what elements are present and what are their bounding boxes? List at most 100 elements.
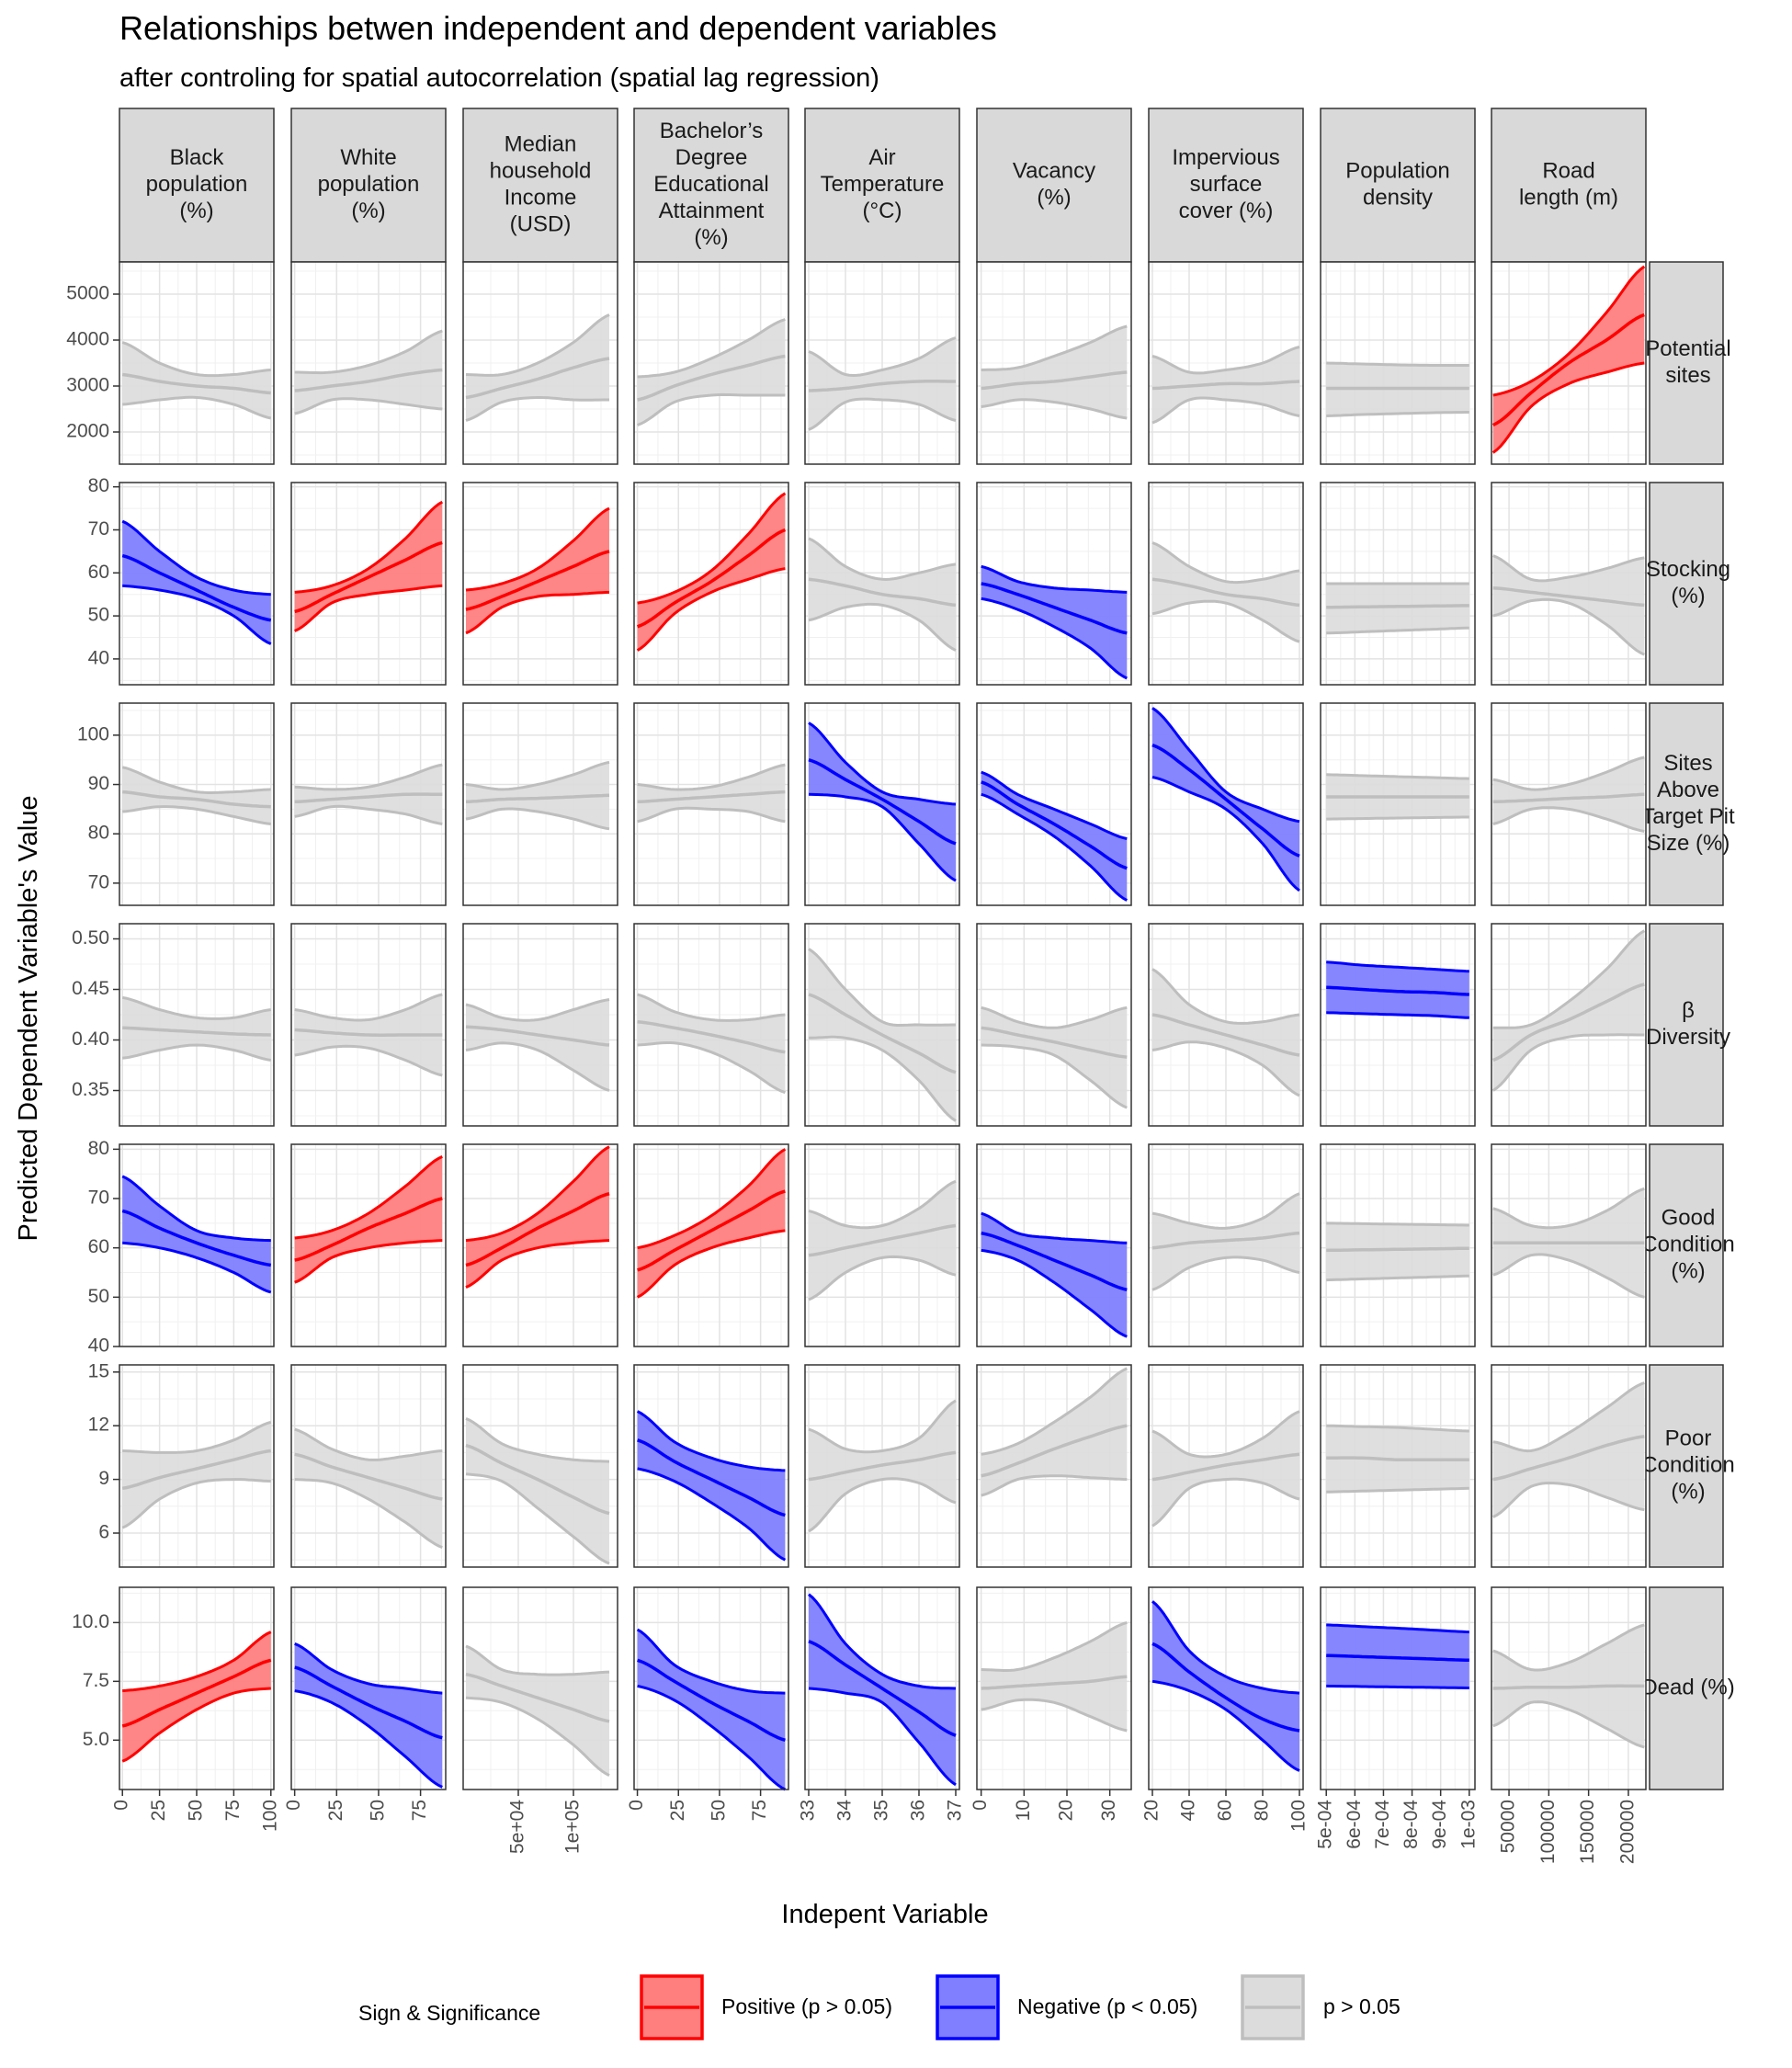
- panel: [1320, 261, 1476, 465]
- panel: [290, 702, 447, 906]
- confidence-ribbon: [981, 326, 1128, 418]
- confidence-ribbon: [637, 994, 786, 1093]
- lower-bound-line: [465, 1472, 610, 1565]
- panel: [1148, 1586, 1304, 1790]
- lower-bound-line: [637, 806, 786, 824]
- fit-line: [981, 582, 1128, 635]
- lower-bound-line: [981, 1248, 1128, 1338]
- panel: [290, 482, 447, 686]
- column-strip-label: Temperature: [821, 172, 945, 197]
- panel: [976, 482, 1132, 686]
- x-tick-label: 5e-04: [1315, 1800, 1336, 1849]
- y-tick-label: 90: [88, 773, 109, 794]
- column-strip-label: household: [490, 158, 592, 183]
- lower-bound-line: [637, 1467, 787, 1562]
- panel: [804, 1364, 960, 1568]
- upper-bound-line: [637, 1148, 787, 1250]
- panel: [804, 923, 960, 1127]
- legend-item-neg: Negative (p < 0.05): [936, 1974, 1197, 2040]
- panel-grid: Blackpopulation(%)Whitepopulation(%)Medi…: [66, 108, 1735, 1864]
- confidence-ribbon: [122, 767, 271, 824]
- y-tick-label: 15: [88, 1360, 109, 1381]
- lower-bound-line: [808, 1687, 957, 1787]
- lower-bound-line: [465, 1239, 610, 1289]
- panel: [804, 1143, 960, 1347]
- fit-line: [294, 1028, 443, 1037]
- fit-line: [637, 354, 786, 402]
- upper-bound-line: [1326, 361, 1469, 367]
- panel: [633, 482, 789, 686]
- fit-line: [637, 1189, 786, 1272]
- fit-line: [465, 1025, 610, 1047]
- upper-bound-line: [1492, 265, 1646, 397]
- upper-bound-line: [1151, 1600, 1300, 1695]
- panel: [290, 923, 447, 1127]
- fit-line: [1326, 1246, 1469, 1253]
- lower-bound-line: [808, 602, 957, 652]
- lower-bound-line: [465, 396, 609, 422]
- confidence-ribbon: [981, 1007, 1128, 1108]
- panel: [290, 261, 447, 465]
- row-strip-label: Good: [1662, 1205, 1716, 1230]
- x-tick-label: 80: [1252, 1800, 1273, 1821]
- fit-line: [294, 368, 443, 392]
- panel: [976, 1586, 1132, 1790]
- upper-bound-line: [981, 1211, 1128, 1244]
- upper-bound-line: [1151, 346, 1300, 375]
- lower-bound-line: [1326, 626, 1469, 635]
- x-tick-label: 75: [749, 1800, 770, 1821]
- lower-bound-line: [1326, 1274, 1469, 1282]
- column-strip-label: Bachelor’s: [660, 119, 764, 143]
- y-tick-label: 0.40: [72, 1028, 109, 1050]
- panel: [804, 1586, 960, 1790]
- lower-bound-line: [808, 1255, 957, 1301]
- upper-bound-line: [465, 313, 610, 377]
- upper-bound-line: [808, 537, 957, 582]
- confidence-ribbon: [294, 331, 443, 414]
- upper-bound-line: [465, 1644, 610, 1676]
- column-strip-label: White: [340, 145, 396, 170]
- x-tick-label: 150000: [1577, 1800, 1598, 1864]
- confidence-ribbon: [294, 1156, 443, 1283]
- upper-bound-line: [981, 770, 1128, 841]
- upper-bound-line: [122, 1420, 272, 1454]
- column-strip-label: Degree: [675, 145, 748, 170]
- lower-bound-line: [981, 597, 1128, 680]
- upper-bound-line: [121, 995, 272, 1020]
- x-tick-label: 10: [1013, 1800, 1034, 1821]
- panel: [976, 261, 1132, 465]
- upper-bound-line: [808, 948, 956, 1027]
- upper-bound-line: [636, 1410, 786, 1472]
- fit-line: [1326, 1456, 1469, 1462]
- upper-bound-line: [637, 993, 786, 1022]
- upper-bound-line: [294, 993, 443, 1022]
- panel: [290, 1143, 447, 1347]
- lower-bound-line: [637, 1041, 786, 1095]
- x-tick-label: 20: [1141, 1800, 1163, 1821]
- y-tick-label: 5.0: [83, 1729, 109, 1750]
- fit-line: [808, 380, 956, 392]
- confidence-ribbon: [466, 762, 609, 829]
- lower-bound-line: [1151, 776, 1300, 892]
- column-strip: Vacancy(%): [976, 108, 1132, 263]
- fit-line: [294, 1197, 443, 1262]
- lower-bound-line: [1492, 597, 1645, 656]
- y-tick-label: 50: [88, 605, 109, 626]
- panel: [1491, 702, 1647, 906]
- upper-bound-line: [294, 1642, 443, 1695]
- panel: [119, 923, 275, 1127]
- panel: [1491, 923, 1647, 1127]
- panel: [633, 1586, 789, 1791]
- x-tick-label: 35: [871, 1800, 892, 1821]
- fit-line: [1492, 983, 1645, 1062]
- confidence-ribbon: [1492, 757, 1645, 832]
- panel: [119, 261, 275, 465]
- upper-bound-line: [808, 1593, 957, 1690]
- fit-line: [1326, 1653, 1469, 1663]
- lower-bound-line: [294, 1239, 443, 1284]
